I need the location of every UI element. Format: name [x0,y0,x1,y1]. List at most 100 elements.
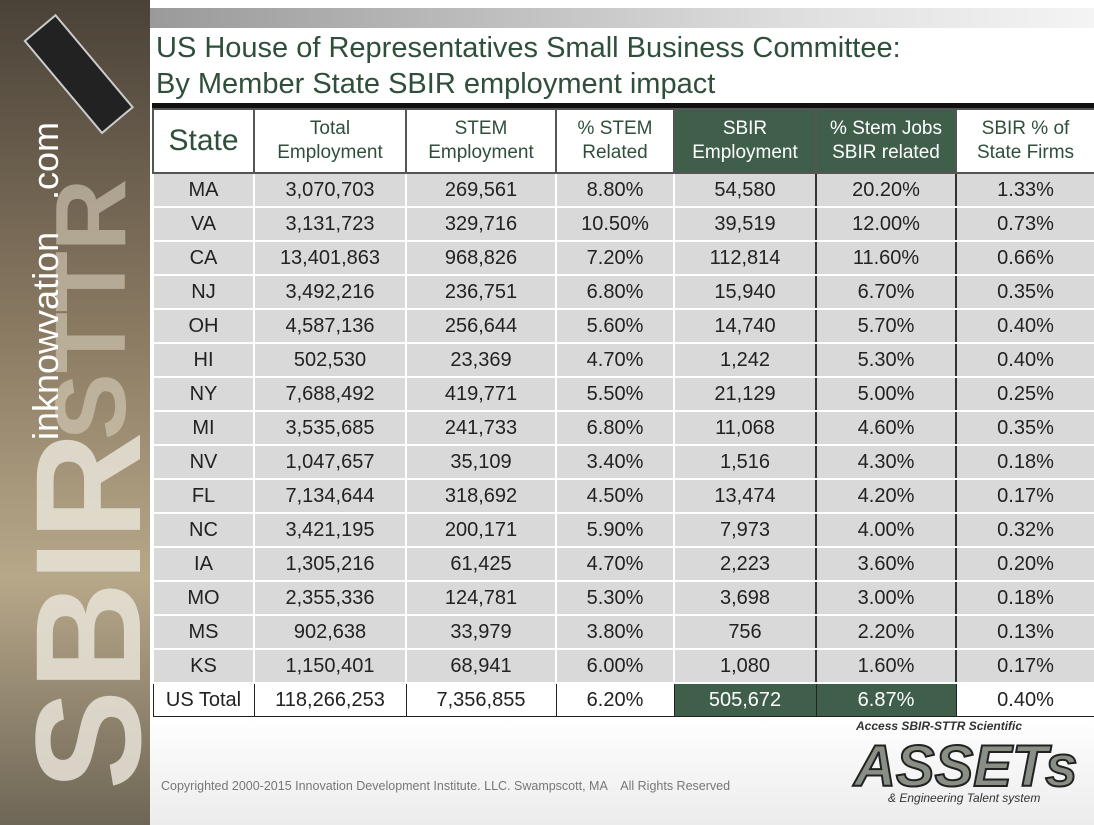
column-header: SBIR % of State Firms [956,109,1094,173]
table-cell: 4.20% [816,479,956,513]
table-cell: 11,068 [674,411,816,445]
table-cell: 0.66% [956,241,1094,275]
table-cell: 13,474 [674,479,816,513]
table-cell: 0.18% [956,445,1094,479]
table-cell: VA [153,207,254,241]
table-cell: 6.70% [816,275,956,309]
table-cell: 3,535,685 [254,411,406,445]
table-cell: 0.40% [956,309,1094,343]
table-cell: 6.00% [556,649,674,683]
site: inknowvation [25,232,66,440]
table-cell: 61,425 [406,547,556,581]
table-cell: 3.00% [816,581,956,615]
table-cell: 33,979 [406,615,556,649]
table-cell: 0.73% [956,207,1094,241]
brand: SBIR [4,432,150,790]
total-cell: 118,266,253 [254,683,406,717]
total-cell: US Total [153,683,254,717]
table-cell: 11.60% [816,241,956,275]
table-cell: 241,733 [406,411,556,445]
table-cell: IA [153,547,254,581]
table-cell: 5.00% [816,377,956,411]
table-cell: MO [153,581,254,615]
table-cell: 0.35% [956,275,1094,309]
table-cell: HI [153,343,254,377]
table-cell: 39,519 [674,207,816,241]
table-cell: KS [153,649,254,683]
table-cell: 7,973 [674,513,816,547]
table-cell: 3,421,195 [254,513,406,547]
table-row: NJ3,492,216236,7516.80%15,9406.70%0.35% [153,275,1094,309]
table-cell: 0.25% [956,377,1094,411]
employment-table: StateTotal EmploymentSTEM Employment% ST… [152,108,1094,717]
table-cell: 4.30% [816,445,956,479]
table-cell: MS [153,615,254,649]
table-cell: 256,644 [406,309,556,343]
column-header: Total Employment [254,109,406,173]
table-cell: 7.20% [556,241,674,275]
table-cell: 2.20% [816,615,956,649]
table-cell: 2,223 [674,547,816,581]
total-cell: 505,672 [674,683,816,717]
table-cell: 269,561 [406,173,556,207]
table-row: OH4,587,136256,6445.60%14,7405.70%0.40% [153,309,1094,343]
table-cell: 1,080 [674,649,816,683]
table-cell: 4.50% [556,479,674,513]
table-row: CA13,401,863968,8267.20%112,81411.60%0.6… [153,241,1094,275]
column-header: % STEM Related [556,109,674,173]
table-cell: 5.60% [556,309,674,343]
table-cell: 6.80% [556,411,674,445]
table-cell: 5.30% [816,343,956,377]
table-cell: 0.32% [956,513,1094,547]
table-cell: 0.20% [956,547,1094,581]
table-cell: 20.20% [816,173,956,207]
table-cell: 2,355,336 [254,581,406,615]
table-cell: 5.70% [816,309,956,343]
table-cell: 68,941 [406,649,556,683]
logo-bottom: & Engineering Talent system [888,791,1040,805]
table-cell: OH [153,309,254,343]
table-row: NC3,421,195200,1715.90%7,9734.00%0.32% [153,513,1094,547]
table-cell: 13,401,863 [254,241,406,275]
total-cell: 6.87% [816,683,956,717]
table-cell: 236,751 [406,275,556,309]
table-cell: 0.35% [956,411,1094,445]
table-cell: 7,134,644 [254,479,406,513]
total-row: US Total118,266,2537,356,8556.20%505,672… [153,683,1094,717]
table-cell: 3,070,703 [254,173,406,207]
total-cell: 6.20% [556,683,674,717]
table-row: MA3,070,703269,5618.80%54,58020.20%1.33% [153,173,1094,207]
table-cell: 7,688,492 [254,377,406,411]
table-cell: 1,047,657 [254,445,406,479]
column-header: State [153,109,254,173]
total-cell: 7,356,855 [406,683,556,717]
table-cell: 23,369 [406,343,556,377]
slide: SBIR STTR inknowvation .com US House of … [0,0,1094,825]
table-body: MA3,070,703269,5618.80%54,58020.20%1.33%… [153,173,1094,717]
table-cell: NJ [153,275,254,309]
table-cell: 4.00% [816,513,956,547]
column-header: SBIR Employment [674,109,816,173]
table-cell: 0.17% [956,649,1094,683]
table-cell: 21,129 [674,377,816,411]
table-cell: 3.60% [816,547,956,581]
table-cell: 318,692 [406,479,556,513]
logo-top: Access SBIR-STTR Scientific [855,719,1022,733]
title: By Member State SBIR employment impact [156,68,715,101]
table-cell: 1.33% [956,173,1094,207]
table-cell: NY [153,377,254,411]
table-cell: 1,242 [674,343,816,377]
table-cell: 3,492,216 [254,275,406,309]
header-row: StateTotal EmploymentSTEM Employment% ST… [153,109,1094,173]
table-cell: 4,587,136 [254,309,406,343]
table-cell: 756 [674,615,816,649]
column-header: % Stem Jobs SBIR related [816,109,956,173]
table-cell: 502,530 [254,343,406,377]
table-cell: CA [153,241,254,275]
table-cell: MI [153,411,254,445]
table-cell: 10.50% [556,207,674,241]
table-cell: 3.80% [556,615,674,649]
